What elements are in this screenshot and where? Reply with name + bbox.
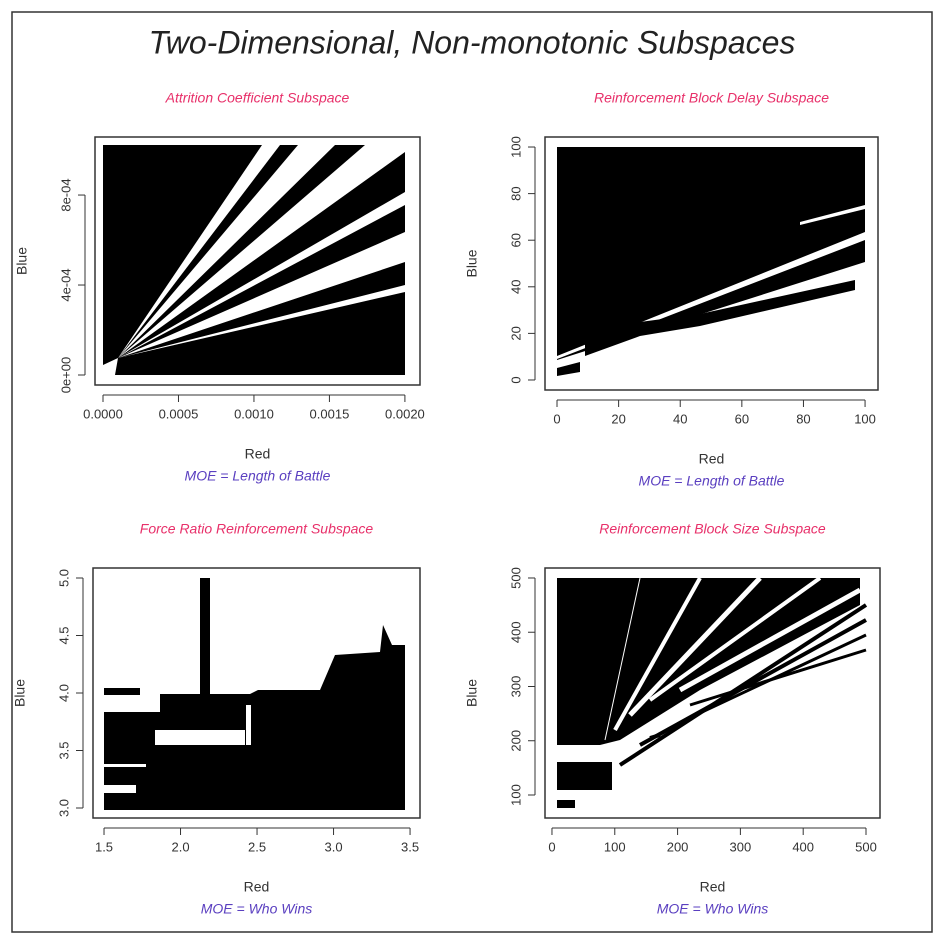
y-tick-label: 8e-04 xyxy=(58,178,73,211)
plot-title: Reinforcement Block Size Subspace xyxy=(599,521,826,537)
plot-box xyxy=(92,567,421,819)
y-tick-label: 3.5 xyxy=(56,741,71,759)
x-tick-label: 2.0 xyxy=(171,839,189,854)
y-tick-label: 100 xyxy=(508,784,523,806)
region-plot-1 xyxy=(557,147,865,380)
plot-box xyxy=(544,567,881,819)
x-tick-label: 80 xyxy=(796,411,810,426)
x-tick-label: 0.0005 xyxy=(159,406,199,421)
y-tick-label: 0e+00 xyxy=(58,357,73,394)
y-tick-label: 400 xyxy=(508,621,523,643)
plot-box xyxy=(544,136,879,391)
main-title: Two-Dimensional, Non-monotonic Subspaces xyxy=(149,24,796,60)
y-tick-label: 60 xyxy=(508,233,523,247)
plot-title: Force Ratio Reinforcement Subspace xyxy=(140,521,374,537)
y-tick-label: 4.0 xyxy=(56,684,71,702)
x-tick-label: 0 xyxy=(553,411,560,426)
y-tick-label: 4.5 xyxy=(56,626,71,644)
plot-box xyxy=(94,136,421,386)
y-tick-label: 3.0 xyxy=(56,799,71,817)
moe-subtitle: MOE = Length of Battle xyxy=(185,468,331,484)
x-tick-label: 200 xyxy=(667,839,689,854)
y-tick-label: 0 xyxy=(508,376,523,383)
x-axis-label: Red xyxy=(699,451,725,467)
x-tick-label: 0 xyxy=(548,839,555,854)
y-tick-label: 20 xyxy=(508,326,523,340)
x-tick-label: 1.5 xyxy=(95,839,113,854)
x-tick-label: 20 xyxy=(611,411,625,426)
y-tick-label: 100 xyxy=(508,136,523,158)
x-tick-label: 0.0000 xyxy=(83,406,123,421)
x-tick-label: 3.5 xyxy=(401,839,419,854)
plot-title: Reinforcement Block Delay Subspace xyxy=(594,90,829,106)
y-axis-label: Blue xyxy=(14,247,30,275)
x-tick-label: 3.0 xyxy=(325,839,343,854)
x-tick-label: 100 xyxy=(604,839,626,854)
moe-subtitle: MOE = Length of Battle xyxy=(639,473,785,489)
moe-subtitle: MOE = Who Wins xyxy=(201,901,313,917)
x-tick-label: 0.0010 xyxy=(234,406,274,421)
x-tick-label: 400 xyxy=(792,839,814,854)
plot-title: Attrition Coefficient Subspace xyxy=(165,90,350,106)
region-plot-0 xyxy=(103,145,405,375)
y-tick-label: 200 xyxy=(508,730,523,752)
x-tick-label: 2.5 xyxy=(248,839,266,854)
x-tick-label: 0.0015 xyxy=(310,406,350,421)
y-tick-label: 4e-04 xyxy=(58,268,73,301)
y-tick-label: 300 xyxy=(508,676,523,698)
y-axis-label: Blue xyxy=(464,679,480,707)
region-plot-2 xyxy=(104,578,405,810)
region-plot-3 xyxy=(557,576,868,808)
y-tick-label: 5.0 xyxy=(56,569,71,587)
x-tick-label: 300 xyxy=(730,839,752,854)
x-axis-label: Red xyxy=(700,879,726,895)
x-tick-label: 0.0020 xyxy=(385,406,425,421)
y-tick-label: 40 xyxy=(508,280,523,294)
x-tick-label: 500 xyxy=(855,839,877,854)
x-tick-label: 100 xyxy=(854,411,876,426)
x-axis-label: Red xyxy=(244,879,270,895)
x-tick-label: 60 xyxy=(735,411,749,426)
x-tick-label: 40 xyxy=(673,411,687,426)
y-tick-label: 500 xyxy=(508,567,523,589)
x-axis-label: Red xyxy=(245,446,271,462)
y-axis-label: Blue xyxy=(464,249,480,277)
moe-subtitle: MOE = Who Wins xyxy=(657,901,769,917)
y-tick-label: 80 xyxy=(508,186,523,200)
y-axis-label: Blue xyxy=(12,679,28,707)
